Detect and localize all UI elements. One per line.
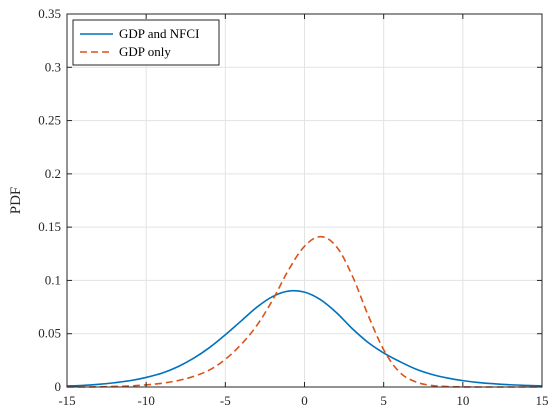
x-tick-label: -15: [58, 393, 75, 408]
y-axis-label: PDF: [8, 187, 24, 215]
y-tick-label: 0.05: [38, 326, 61, 341]
x-tick-label: -10: [137, 393, 154, 408]
axes-frame: [66, 13, 543, 388]
y-tick-label: 0.25: [38, 113, 61, 128]
y-tick-label: 0.15: [38, 219, 61, 234]
y-tick-label: 0: [55, 379, 62, 394]
grid-lines: [66, 13, 543, 388]
x-tick-label: 5: [380, 393, 387, 408]
legend-box: [72, 19, 220, 66]
x-tick-label: 15: [536, 393, 549, 408]
legend-label-1: GDP and NFCI: [119, 26, 199, 41]
series-line-1: [66, 289, 543, 387]
y-tick-label: 0.2: [45, 166, 61, 181]
y-tick-label: 0.3: [45, 59, 61, 74]
x-tick-label: -5: [220, 393, 231, 408]
x-tick-label: 10: [456, 393, 469, 408]
y-tick-label: 0.35: [38, 6, 61, 21]
x-tick-label: 0: [301, 393, 308, 408]
legend-label-2: GDP only: [119, 44, 171, 59]
y-tick-label: 0.1: [45, 272, 61, 287]
tick-labels: -15 -10 -5 0 5 10 15 0 0.05 0.1 0.15 0.2 0.25 0.3 0.35: [38, 6, 548, 408]
legend: GDP and NFCI GDP only: [72, 19, 220, 66]
